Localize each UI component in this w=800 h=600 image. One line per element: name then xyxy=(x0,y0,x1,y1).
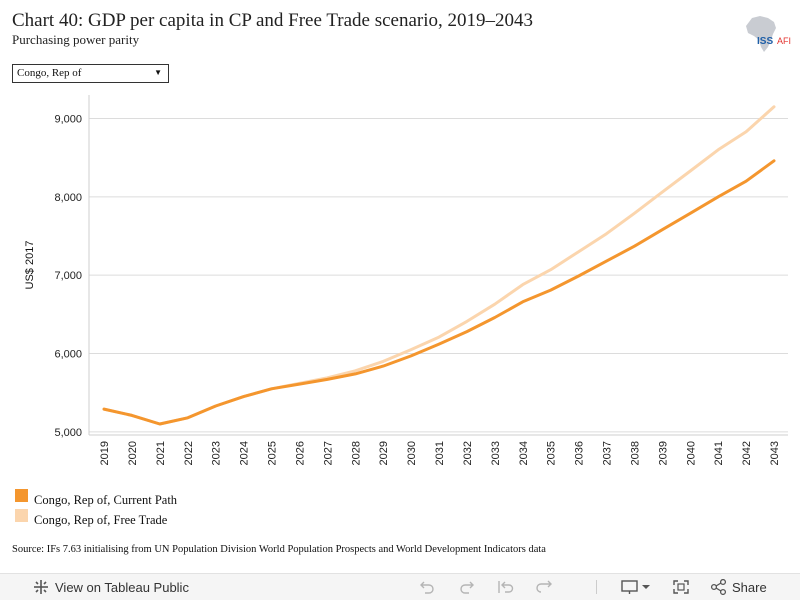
fullscreen-icon xyxy=(673,580,689,594)
x-tick-label: 2042 xyxy=(741,441,753,465)
grid-lines xyxy=(89,118,788,433)
x-tick-label: 2034 xyxy=(518,441,530,465)
x-tick-label: 2021 xyxy=(155,441,167,465)
fullscreen-button[interactable] xyxy=(672,579,690,595)
series-line-free-trade[interactable] xyxy=(102,105,776,426)
download-button[interactable] xyxy=(621,579,651,595)
legend-label-current-path: Congo, Rep of, Current Path xyxy=(34,493,178,507)
share-label: Share xyxy=(732,579,767,595)
view-on-tableau-link[interactable]: View on Tableau Public xyxy=(33,579,189,595)
x-tick-label: 2023 xyxy=(211,441,223,465)
x-tick-label: 2027 xyxy=(322,441,334,465)
x-tick-label: 2019 xyxy=(99,441,111,465)
x-tick-label: 2035 xyxy=(546,441,558,465)
x-tick-label: 2029 xyxy=(378,441,390,465)
tableau-toolbar: View on Tableau Public xyxy=(0,573,800,600)
dropdown-arrow-icon: ▼ xyxy=(154,68,162,77)
legend-swatch-current-path xyxy=(15,489,28,502)
y-tick-label: 8,000 xyxy=(54,192,82,204)
x-tick-label: 2033 xyxy=(490,441,502,465)
revert-icon xyxy=(498,581,514,593)
axes xyxy=(88,95,788,436)
country-select-value: Congo, Rep of xyxy=(17,67,82,79)
x-tick-label: 2026 xyxy=(294,441,306,465)
x-tick-label: 2043 xyxy=(769,441,781,465)
y-tick-label: 5,000 xyxy=(54,427,82,439)
chart-subtitle: Purchasing power parity xyxy=(12,32,140,47)
y-tick-label: 7,000 xyxy=(54,270,82,282)
x-tick-label: 2025 xyxy=(267,441,279,465)
y-tick-label: 9,000 xyxy=(54,114,82,126)
x-tick-label: 2041 xyxy=(713,441,725,465)
x-tick-label: 2036 xyxy=(574,441,586,465)
undo-button[interactable] xyxy=(418,579,436,595)
source-note: Source: IFs 7.63 initialising from UN Po… xyxy=(12,544,546,555)
x-tick-label: 2031 xyxy=(434,441,446,465)
share-button[interactable]: Share xyxy=(710,579,767,595)
y-axis-title: US$ 2017 xyxy=(24,241,36,290)
legend-label-free-trade: Congo, Rep of, Free Trade xyxy=(34,513,168,527)
refresh-button[interactable] xyxy=(535,579,553,595)
toolbar-divider xyxy=(596,580,597,594)
view-on-tableau-label: View on Tableau Public xyxy=(55,579,189,595)
x-tick-label: 2038 xyxy=(629,441,641,465)
legend-swatch-free-trade xyxy=(15,509,28,522)
x-tick-label: 2024 xyxy=(239,441,251,465)
x-tick-label: 2022 xyxy=(183,441,195,465)
logo-text-accent: AFI xyxy=(777,36,791,46)
logo-text: ISS xyxy=(757,36,773,47)
x-tick-labels: 2019 2020 2021 2022 2023 2024 2025 2026 2027 2028… xyxy=(99,441,781,465)
x-tick-label: 2020 xyxy=(127,441,139,465)
iss-afi-logo: ISS AFI xyxy=(746,16,791,52)
revert-button[interactable] xyxy=(497,579,515,595)
series-lines xyxy=(102,105,776,426)
refresh-icon xyxy=(536,580,552,593)
y-tick-labels: 5,000 6,000 7,000 8,000 9,000 xyxy=(54,114,82,439)
chart-title: Chart 40: GDP per capita in CP and Free … xyxy=(12,10,534,31)
series-line-current-path[interactable] xyxy=(102,159,776,426)
x-tick-label: 2039 xyxy=(657,441,669,465)
redo-icon xyxy=(460,581,474,594)
tableau-logo-icon xyxy=(34,580,48,594)
redo-button[interactable] xyxy=(458,579,476,595)
share-icon xyxy=(710,579,727,595)
y-tick-label: 6,000 xyxy=(54,349,82,361)
x-tick-label: 2028 xyxy=(350,441,362,465)
x-tick-label: 2040 xyxy=(685,441,697,465)
x-tick-label: 2030 xyxy=(406,441,418,465)
download-icon xyxy=(621,580,650,594)
undo-icon xyxy=(420,581,434,594)
country-select[interactable]: Congo, Rep of ▼ xyxy=(12,64,169,83)
x-tick-label: 2032 xyxy=(462,441,474,465)
x-tick-label: 2037 xyxy=(602,441,614,465)
